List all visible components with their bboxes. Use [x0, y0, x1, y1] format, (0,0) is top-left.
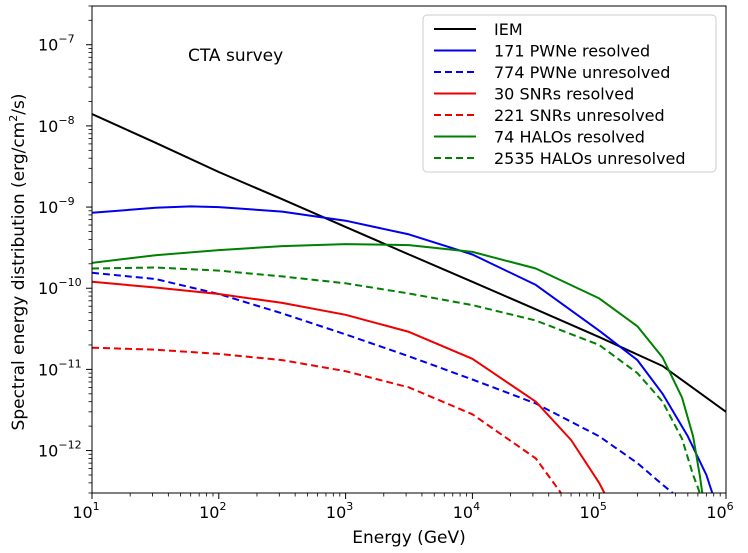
x-axis-label: Energy (GeV) [352, 528, 465, 548]
legend-entry: 221 SNRs unresolved [434, 106, 665, 125]
series-line-5 [92, 243, 704, 493]
legend-label: IEM [494, 20, 523, 39]
x-tick-label: 105 [580, 500, 607, 522]
series-line-1 [92, 205, 714, 493]
y-tick-label: 10−7 [38, 33, 75, 55]
series-line-2 [92, 271, 674, 493]
y-tick-label: 10−10 [38, 276, 82, 298]
series-layer [92, 113, 726, 493]
legend-label: 2535 HALOs unresolved [494, 149, 686, 168]
x-tick-label: 106 [706, 500, 733, 522]
legend-entry: 2535 HALOs unresolved [434, 149, 686, 168]
ticks-layer: 101 102 103 104 105 106 10−12 10−11 10−10 10−9 10−… [38, 5, 734, 522]
y-tick-label: 10−12 [38, 439, 82, 461]
x-tick-label: 102 [199, 500, 226, 522]
legend-entry: 774 PWNe unresolved [434, 63, 670, 82]
legend-entry: IEM [434, 20, 523, 39]
legend-label: 774 PWNe unresolved [494, 63, 670, 82]
x-tick-label: 103 [326, 500, 353, 522]
legend-label: 74 HALOs resolved [494, 128, 645, 147]
x-tick-label: 101 [72, 500, 99, 522]
series-line-6 [92, 266, 701, 493]
legend-entry: 171 PWNe resolved [434, 42, 650, 61]
legend-entry: 30 SNRs resolved [434, 85, 634, 104]
legend-entry: 74 HALOs resolved [434, 128, 645, 147]
y-tick-label: 10−11 [38, 357, 82, 379]
legend-label: 221 SNRs unresolved [494, 106, 665, 125]
annotation-cta-survey: CTA survey [188, 46, 283, 66]
y-tick-label: 10−9 [38, 195, 75, 217]
series-line-3 [92, 280, 606, 493]
y-axis-label: Spectral energy distribution (erg/cm2/s) [7, 94, 29, 431]
legend-label: 171 PWNe resolved [494, 42, 650, 61]
legend-label: 30 SNRs resolved [494, 85, 634, 104]
x-tick-label: 104 [453, 500, 480, 522]
y-tick-label: 10−8 [38, 114, 75, 136]
legend-box [422, 14, 717, 173]
series-line-4 [92, 346, 562, 493]
legend: IEM 171 PWNe resolved 774 PWNe unresolved 3… [422, 14, 717, 173]
